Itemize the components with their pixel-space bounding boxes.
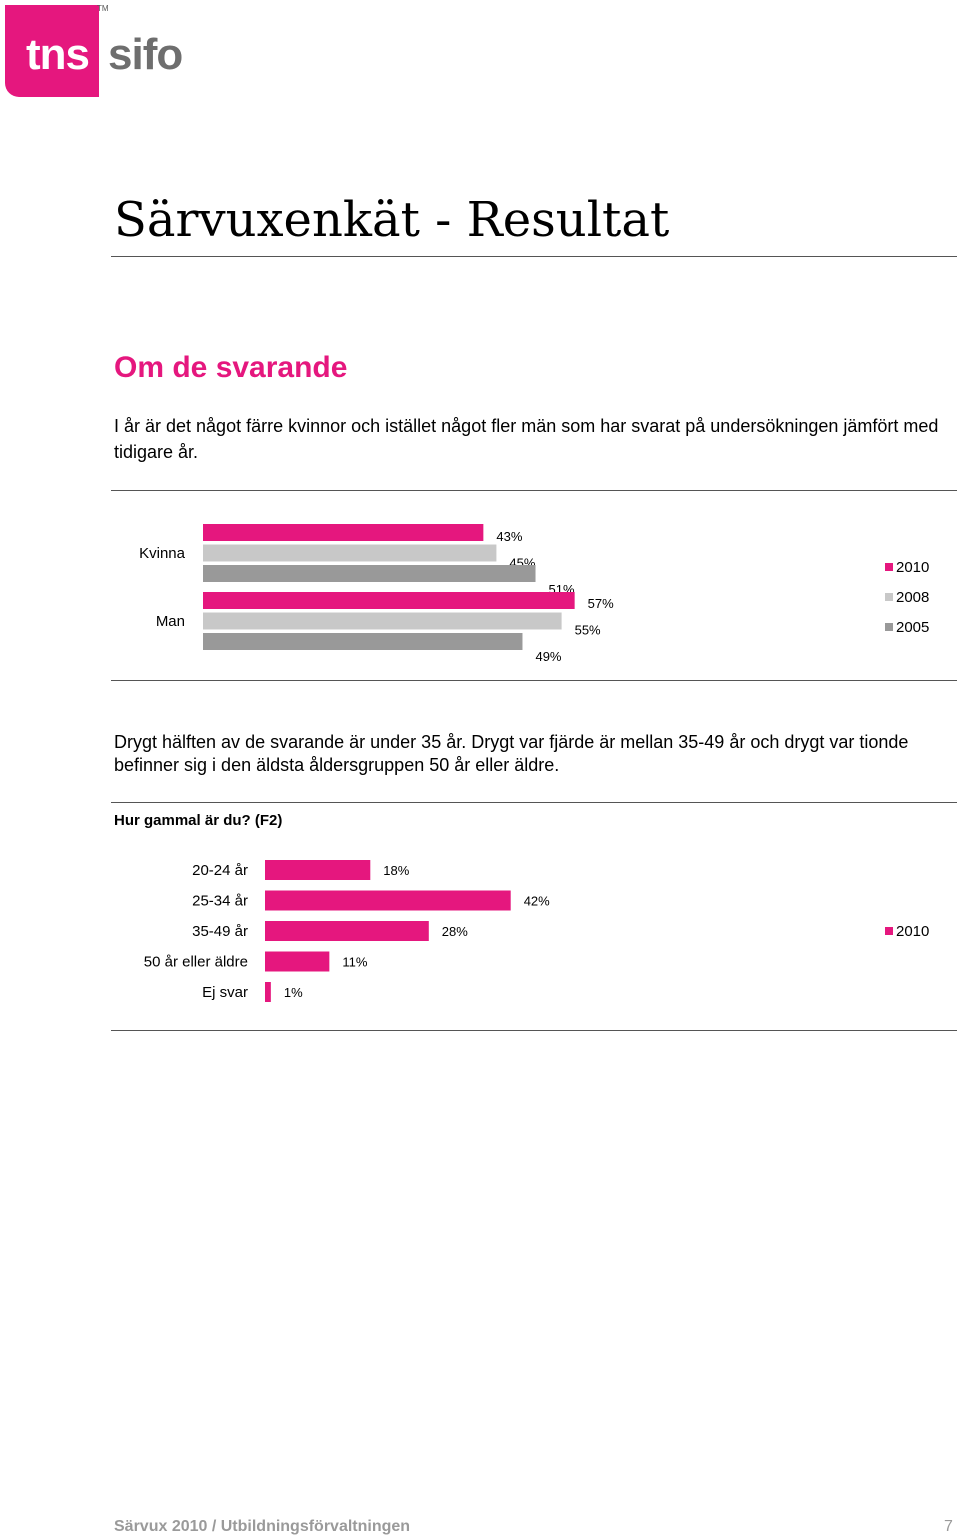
chart2-bottom-divider bbox=[111, 1030, 957, 1031]
category-label-man: Man bbox=[156, 613, 185, 630]
data-label-35-49-r: 28% bbox=[442, 924, 468, 939]
chart2-top-divider bbox=[111, 802, 957, 803]
legend-swatch-2008 bbox=[885, 593, 893, 601]
legend-label-2005: 2005 bbox=[896, 619, 929, 636]
category-label-25-34-r: 25-34 år bbox=[192, 893, 248, 910]
bar-20-24-r bbox=[265, 860, 371, 880]
logo-secondary-text: sifo bbox=[108, 30, 183, 79]
bar-man-2008 bbox=[203, 612, 562, 630]
page-number: 7 bbox=[944, 1518, 953, 1535]
chart1-bottom-divider bbox=[111, 680, 957, 681]
title-divider bbox=[111, 256, 957, 257]
legend-swatch-2010 bbox=[885, 927, 893, 935]
data-label-man-2010: 57% bbox=[588, 596, 614, 611]
bar-kvinna-2008 bbox=[203, 544, 497, 562]
data-label-50-r-eller-ldre: 11% bbox=[342, 955, 367, 970]
category-label-ej-svar: Ej svar bbox=[202, 984, 248, 1001]
data-label-20-24-r: 18% bbox=[383, 863, 409, 878]
page-title: Särvuxenkät - Resultat bbox=[114, 192, 670, 248]
bar-kvinna-2005 bbox=[203, 565, 536, 582]
data-label-kvinna-2010: 43% bbox=[496, 529, 522, 544]
bar-25-34-r bbox=[265, 890, 511, 911]
bar-50-r-eller-ldre bbox=[265, 951, 330, 972]
category-label-50-r-eller-ldre: 50 år eller äldre bbox=[144, 954, 248, 971]
section-heading: Om de svarande bbox=[114, 351, 348, 384]
intro-paragraph: I år är det något färre kvinnor och istä… bbox=[114, 416, 939, 462]
data-label-ej-svar: 1% bbox=[284, 985, 303, 1000]
bar-kvinna-2010 bbox=[203, 524, 484, 541]
category-label-20-24-r: 20-24 år bbox=[192, 862, 248, 879]
logo-trademark: TM bbox=[97, 4, 109, 13]
question-label: Hur gammal är du? (F2) bbox=[114, 812, 283, 829]
legend-label-2010: 2010 bbox=[896, 559, 929, 576]
bar-ej-svar bbox=[265, 982, 271, 1002]
category-label-kvinna: Kvinna bbox=[139, 545, 186, 562]
legend-label-2010: 2010 bbox=[896, 923, 929, 940]
bar-man-2005 bbox=[203, 633, 523, 650]
bar-35-49-r bbox=[265, 921, 429, 941]
category-label-35-49-r: 35-49 år bbox=[192, 923, 248, 940]
footer-text: Särvux 2010 / Utbildningsförvaltningen bbox=[114, 1518, 411, 1535]
data-label-man-2005: 49% bbox=[535, 649, 561, 664]
chart1-top-divider bbox=[111, 490, 957, 491]
legend-label-2008: 2008 bbox=[896, 589, 929, 606]
age-chart: 20-24 år 18% 25-34 år 42% 35-49 år 28% 50 år e… bbox=[144, 860, 929, 1002]
logo-primary-text: tns bbox=[26, 30, 90, 79]
legend-swatch-2005 bbox=[885, 623, 893, 631]
brand-logo bbox=[5, 5, 99, 97]
legend-swatch-2010 bbox=[885, 563, 893, 571]
age-paragraph: Drygt hälften av de svarande är under 35… bbox=[114, 732, 909, 775]
bar-man-2010 bbox=[203, 592, 575, 609]
data-label-25-34-r: 42% bbox=[524, 894, 550, 909]
data-label-man-2008: 55% bbox=[575, 623, 601, 638]
